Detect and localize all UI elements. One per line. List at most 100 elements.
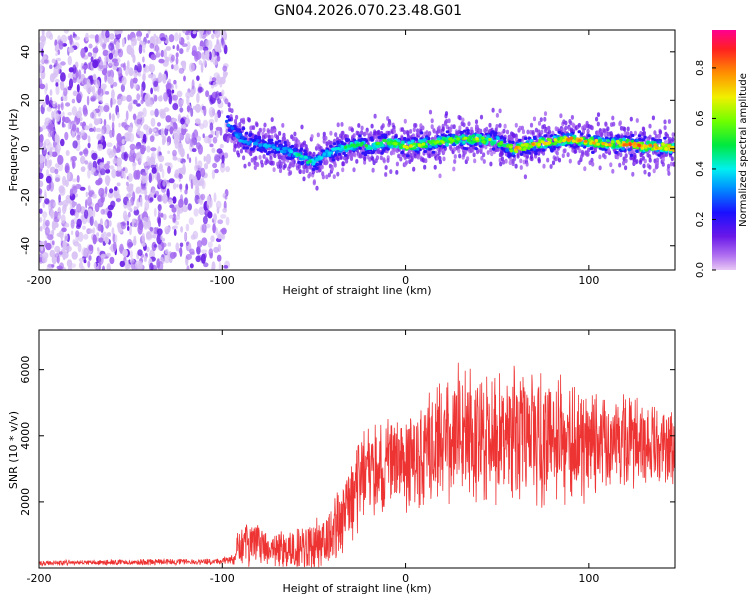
colorbar: 0.0 0.2 0.4 0.6 0.8 Normalized spectral ampl…: [695, 30, 749, 278]
spectrogram-noise-blob: [111, 148, 117, 157]
spectrogram-y-tick-label: -20: [19, 188, 32, 206]
spectrogram-core-blob: [580, 132, 584, 136]
spectrogram-y-tick-label: 20: [19, 93, 32, 107]
spectrogram-core-blob: [532, 146, 537, 150]
spectrogram-halo-blob: [441, 126, 445, 132]
spectrogram-halo-blob: [508, 160, 512, 166]
spectrogram-noise-blob: [85, 191, 89, 198]
spectrogram-noise-blob: [214, 168, 219, 174]
spectrogram-noise-blob: [56, 64, 62, 70]
spectrogram-noise-blob: [84, 160, 89, 165]
spectrogram-noise-blob: [107, 76, 113, 84]
spectrogram-noise-blob: [164, 162, 171, 167]
spectrogram-halo-blob: [370, 123, 374, 129]
spectrogram-halo-blob: [369, 131, 373, 137]
spectrogram-core-blob: [370, 138, 375, 142]
spectrogram-noise-blob: [192, 230, 199, 240]
spectrogram-noise-blob: [221, 234, 226, 240]
spectrogram-noise-blob: [53, 201, 56, 208]
spectrogram-noise-blob: [105, 30, 110, 39]
spectrogram-halo-blob: [611, 115, 615, 121]
spectrogram-noise-blob: [63, 123, 66, 128]
spectrogram-core-blob: [364, 139, 369, 143]
colorbar-label: Normalized spectral amplitude: [738, 73, 749, 227]
spectrogram-halo-blob: [282, 136, 287, 142]
spectrogram-halo-blob: [281, 123, 285, 128]
spectrogram-halo-blob: [254, 155, 258, 161]
spectrogram-noise-blob: [179, 183, 183, 190]
spectrogram-noise-blob: [175, 56, 179, 65]
spectrogram-halo-blob: [402, 129, 407, 135]
spectrogram-core-blob: [405, 154, 410, 158]
spectrogram-noise-blob: [80, 122, 83, 127]
spectrogram-halo-blob: [670, 156, 674, 162]
spectrogram-core-blob: [331, 158, 336, 162]
spectrogram-noise-blob: [172, 182, 177, 190]
spectrogram-halo-blob: [498, 108, 502, 114]
spectrogram-halo-blob: [482, 152, 486, 158]
spectrogram-halo-blob: [604, 121, 608, 127]
snr-panel: -200 -100 0 100 2000 4000 6000 Height of stra…: [7, 329, 676, 595]
spectrogram-noise-blob: [149, 43, 155, 49]
spectrogram-noise-blob: [43, 217, 46, 227]
spectrogram-noise-blob: [202, 119, 209, 128]
spectrogram-noise-blob: [130, 250, 133, 259]
spectrogram-noise-blob: [151, 189, 156, 196]
spectrogram-halo-blob: [352, 167, 356, 173]
spectrogram-noise-blob: [176, 183, 179, 188]
spectrogram-core-blob: [519, 152, 524, 156]
spectrogram-noise-blob: [189, 263, 194, 269]
spectrogram-core-blob: [337, 152, 342, 156]
spectrogram-noise-blob: [107, 191, 114, 199]
spectrogram-core-blob: [303, 149, 307, 153]
spectrogram-core-blob: [311, 162, 316, 166]
spectrogram-noise-blob: [46, 159, 51, 169]
spectrogram-halo-blob: [288, 170, 293, 176]
spectrogram-noise-blob: [133, 99, 138, 105]
spectrogram-noise-blob: [185, 91, 192, 99]
spectrogram-y-tick-label: 40: [19, 45, 32, 59]
spectrogram-halo-blob: [532, 116, 537, 122]
spectrogram-noise-blob: [156, 149, 160, 159]
spectrogram-core-blob: [559, 137, 564, 141]
spectrogram-noise-blob: [60, 34, 67, 44]
spectrogram-halo-blob: [555, 150, 559, 156]
spectrogram-noise-blob: [64, 116, 70, 124]
spectrogram-noise-blob: [62, 175, 67, 186]
spectrogram-core-blob: [529, 139, 534, 143]
spectrogram-halo-blob: [302, 169, 306, 175]
spectrogram-noise-blob: [68, 46, 75, 53]
spectrogram-halo-blob: [622, 160, 626, 166]
spectrogram-noise-blob: [39, 83, 46, 90]
spectrogram-core-blob: [473, 142, 478, 146]
spectrogram-core-blob: [325, 149, 329, 153]
spectrogram-noise-blob: [103, 60, 107, 69]
snr-x-axis: -200 -100 0 100: [27, 330, 599, 585]
spectrogram-halo-blob: [504, 158, 508, 164]
spectrogram-noise-blob: [203, 105, 207, 117]
spectrogram-noise-blob: [125, 110, 129, 121]
spectrogram-noise-blob: [207, 241, 213, 248]
spectrogram-core-blob: [440, 133, 445, 137]
spectrogram-core-blob: [479, 144, 483, 148]
spectrogram-noise-blob: [153, 80, 159, 88]
spectrogram-noise-blob: [142, 216, 149, 227]
spectrogram-noise-blob: [46, 125, 52, 130]
spectrogram-halo-blob: [264, 132, 268, 138]
spectrogram-noise-blob: [157, 146, 161, 152]
spectrogram-noise-blob: [97, 95, 101, 102]
spectrogram-noise-blob: [121, 76, 127, 86]
spectrogram-noise-blob: [217, 98, 222, 105]
spectrogram-halo-blob: [399, 156, 403, 162]
spectrogram-noise-blob: [137, 249, 143, 256]
spectrogram-core-blob: [405, 145, 409, 150]
spectrogram-signal-track: [225, 102, 675, 191]
spectrogram-noise-blob: [147, 40, 151, 44]
spectrogram-noise-blob: [102, 265, 105, 270]
spectrogram-y-axis: -40 -20 0 20 40: [19, 45, 675, 255]
spectrogram-noise-blob: [184, 189, 188, 195]
spectrogram-noise-blob: [165, 82, 172, 90]
spectrogram-halo-blob: [497, 131, 501, 137]
spectrogram-halo-blob: [624, 165, 628, 171]
spectrogram-halo-blob: [430, 124, 434, 130]
